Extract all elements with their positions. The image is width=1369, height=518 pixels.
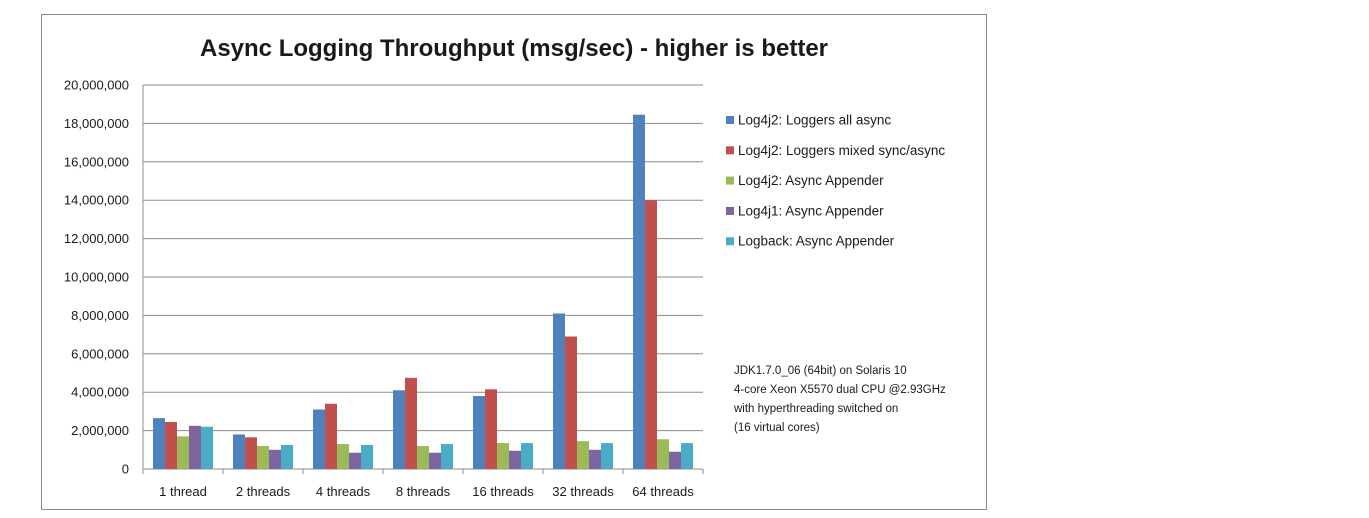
bar [153, 418, 165, 469]
y-tick-label: 2,000,000 [71, 423, 129, 438]
y-tick-label: 14,000,000 [64, 193, 129, 208]
bar [281, 445, 293, 469]
y-tick-label: 6,000,000 [71, 346, 129, 361]
legend-swatch [726, 146, 734, 155]
y-tick-label: 8,000,000 [71, 308, 129, 323]
legend-swatch [726, 206, 734, 215]
bar [577, 441, 589, 469]
annotation: JDK1.7.0_06 (64bit) on Solaris 10 4-core … [733, 365, 946, 434]
bar [337, 444, 349, 469]
x-tick-label: 64 threads [632, 484, 694, 499]
bar [245, 437, 257, 469]
bar [589, 449, 601, 469]
bar [165, 421, 177, 469]
bar [473, 396, 485, 469]
bar [233, 434, 245, 469]
annotation-line: (16 virtual cores) [734, 422, 820, 434]
y-tick-label: 4,000,000 [71, 385, 129, 400]
bar [669, 451, 681, 469]
y-tick-label: 0 [122, 462, 129, 477]
bar [177, 436, 189, 469]
bar [497, 443, 509, 469]
bar [405, 377, 417, 469]
x-tick-label: 1 thread [159, 484, 207, 499]
bar [633, 114, 645, 469]
bar [645, 200, 657, 469]
bar [201, 426, 213, 469]
bar [325, 403, 337, 469]
annotation-line: JDK1.7.0_06 (64bit) on Solaris 10 [734, 365, 907, 377]
legend-label: Log4j2: Loggers all async [738, 113, 891, 128]
y-tick-labels: 0 2,000,000 4,000,000 6,000,000 8,000,000 10,… [64, 78, 129, 477]
bar [657, 439, 669, 469]
y-tick-label: 20,000,000 [64, 78, 129, 93]
bar [509, 450, 521, 469]
bar [565, 336, 577, 469]
bar [681, 443, 693, 469]
x-tick-label: 8 threads [396, 484, 451, 499]
legend-label: Log4j2: Async Appender [738, 173, 884, 188]
bar [361, 445, 373, 469]
bar [257, 445, 269, 469]
x-tick-label: 32 threads [552, 484, 614, 499]
legend: Log4j2: Loggers all async Log4j2: Loggers… [726, 113, 945, 249]
bar [349, 452, 361, 469]
x-tick-label: 16 threads [472, 484, 534, 499]
y-tick-label: 12,000,000 [64, 231, 129, 246]
legend-swatch [726, 116, 734, 124]
annotation-line: with hyperthreading switched on [733, 403, 898, 415]
bar [521, 443, 533, 469]
gridlines [143, 84, 703, 432]
y-tick-label: 18,000,000 [64, 116, 129, 131]
bar [553, 313, 565, 469]
chart-frame: Async Logging Throughput (msg/sec) - hig… [41, 14, 987, 510]
legend-label: Logback: Async Appender [738, 234, 895, 249]
axes [142, 85, 704, 474]
x-tick-label: 4 threads [316, 484, 371, 499]
chart-svg: Async Logging Throughput (msg/sec) - hig… [64, 35, 946, 499]
chart-title: Async Logging Throughput (msg/sec) - hig… [200, 35, 828, 62]
bar [189, 425, 201, 469]
x-tick-label: 2 threads [236, 484, 291, 499]
legend-label: Log4j2: Loggers mixed sync/async [738, 143, 945, 158]
bar [441, 444, 453, 469]
annotation-line: 4-core Xeon X5570 dual CPU @2.93GHz [734, 384, 946, 396]
bar [417, 445, 429, 469]
bar [485, 389, 497, 469]
y-tick-label: 10,000,000 [64, 270, 129, 285]
y-tick-label: 16,000,000 [64, 154, 129, 169]
bar [393, 390, 405, 469]
legend-swatch [726, 237, 734, 246]
bars [153, 114, 693, 469]
bar [269, 449, 281, 469]
x-tick-labels: 1 thread 2 threads 4 threads 8 threads 16 th… [159, 484, 694, 499]
bar [601, 443, 613, 469]
legend-swatch [726, 176, 734, 185]
legend-label: Log4j1: Async Appender [738, 203, 884, 218]
bar [313, 409, 325, 469]
bar [429, 452, 441, 469]
